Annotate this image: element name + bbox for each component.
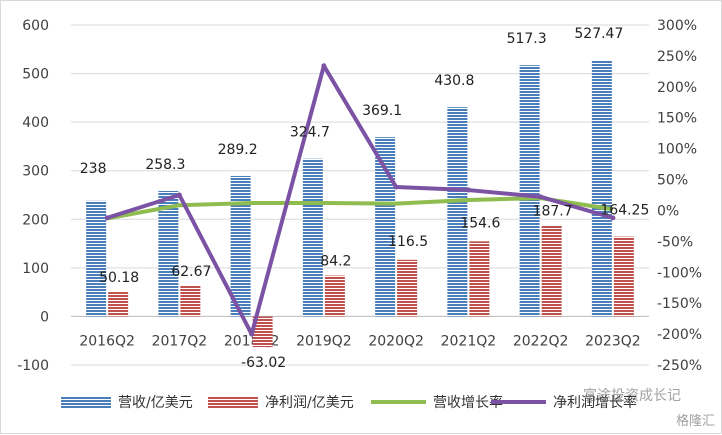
left-axis-tick-label: 0: [40, 309, 49, 325]
revenue-data-label: 369.1: [362, 103, 402, 119]
net-profit-data-label: -63.02: [241, 355, 286, 371]
revenue-bar: [591, 60, 612, 317]
category-label: 2021Q2: [441, 333, 497, 349]
revenue-bar: [519, 65, 540, 317]
revenue-data-label: 517.3: [507, 31, 547, 47]
right-axis-tick-label: 50%: [657, 173, 688, 189]
category-label: 2022Q2: [513, 333, 569, 349]
net-profit-bar: [252, 316, 273, 348]
revenue-data-label: 324.7: [290, 125, 330, 141]
left-axis-tick-label: 200: [22, 212, 49, 228]
watermark-brand: 格隆汇: [676, 410, 715, 429]
right-axis-tick-label: 300%: [657, 18, 697, 34]
left-axis-tick-label: 300: [22, 164, 49, 180]
net-profit-data-label: 84.2: [320, 254, 351, 270]
right-axis-tick-label: 0%: [657, 203, 679, 219]
left-axis-tick-label: 500: [22, 67, 49, 83]
revenue-data-label: 430.8: [434, 73, 474, 89]
revenue-bar: [375, 137, 396, 317]
net-profit-bar: [613, 236, 634, 317]
legend-swatch: [61, 396, 111, 408]
net-profit-data-label: 50.18: [99, 270, 139, 286]
right-axis-tick-label: -100%: [657, 265, 702, 281]
left-axis-tick-label: -100: [17, 358, 49, 374]
revenue-data-label: 289.2: [218, 142, 258, 158]
net-profit-bar: [541, 225, 562, 317]
revenue-bar: [158, 190, 179, 317]
revenue-growth-line: [106, 196, 614, 221]
category-label: 2019Q2: [296, 333, 352, 349]
legend-swatch: [208, 396, 258, 408]
right-axis-tick-label: -50%: [657, 234, 693, 250]
left-axis-tick-label: 600: [22, 18, 49, 34]
legend-label: 营收增长率: [433, 394, 503, 411]
net-profit-growth-point: [321, 63, 327, 69]
category-label: 2017Q2: [152, 333, 208, 349]
net-profit-growth-point: [465, 187, 471, 193]
revenue-data-label: 527.47: [574, 26, 623, 42]
net-profit-growth-line: [106, 63, 614, 337]
right-axis-tick-label: -250%: [657, 358, 702, 374]
net-profit-bar: [324, 275, 345, 317]
revenue-bar: [302, 158, 323, 317]
net-profit-growth-point: [538, 194, 544, 200]
category-label: 2023Q2: [585, 333, 641, 349]
left-axis-tick-label: 100: [22, 261, 49, 277]
watermark-text: 富途投资成长记: [583, 388, 681, 404]
legend-label: 营收/亿美元: [118, 395, 193, 411]
net-profit-growth-point: [176, 192, 182, 198]
watermark: 富途投资成长记: [583, 385, 681, 405]
right-axis-tick-label: -150%: [657, 296, 702, 312]
legend-label: 净利润/亿美元: [265, 395, 354, 411]
net-profit-data-label: 164.25: [600, 203, 649, 219]
net-profit-data-label: 187.7: [533, 203, 573, 219]
category-label: 2020Q2: [368, 333, 424, 349]
right-axis-tick-label: 200%: [657, 80, 697, 96]
revenue-bar: [447, 107, 468, 317]
legend-label: 净利润增长率: [553, 394, 637, 411]
left-axis-tick-label: 400: [22, 115, 49, 131]
right-axis-tick-label: 150%: [657, 111, 697, 127]
net-profit-bar: [469, 241, 490, 317]
watermark-brand-text: 格隆汇: [675, 414, 715, 429]
net-profit-data-label: 62.67: [171, 264, 211, 280]
net-profit-bar: [397, 259, 418, 317]
net-profit-growth-point: [104, 215, 110, 221]
net-profit-bar: [180, 285, 201, 317]
right-axis-tick-label: -200%: [657, 327, 702, 343]
revenue-data-label: 238: [80, 161, 107, 177]
net-profit-data-label: 154.6: [460, 215, 500, 231]
revenue-bar: [230, 175, 251, 317]
revenue-bar: [86, 200, 107, 317]
net-profit-growth-point: [249, 331, 255, 337]
net-profit-data-label: 116.5: [388, 234, 428, 250]
right-axis-tick-label: 100%: [657, 142, 697, 158]
net-profit-growth-point: [610, 215, 616, 221]
revenue-data-label: 258.3: [145, 157, 185, 173]
right-axis-tick-label: 250%: [657, 49, 697, 65]
net-profit-bar: [108, 292, 129, 317]
net-profit-growth-point: [393, 184, 399, 190]
category-label: 2016Q2: [79, 333, 135, 349]
